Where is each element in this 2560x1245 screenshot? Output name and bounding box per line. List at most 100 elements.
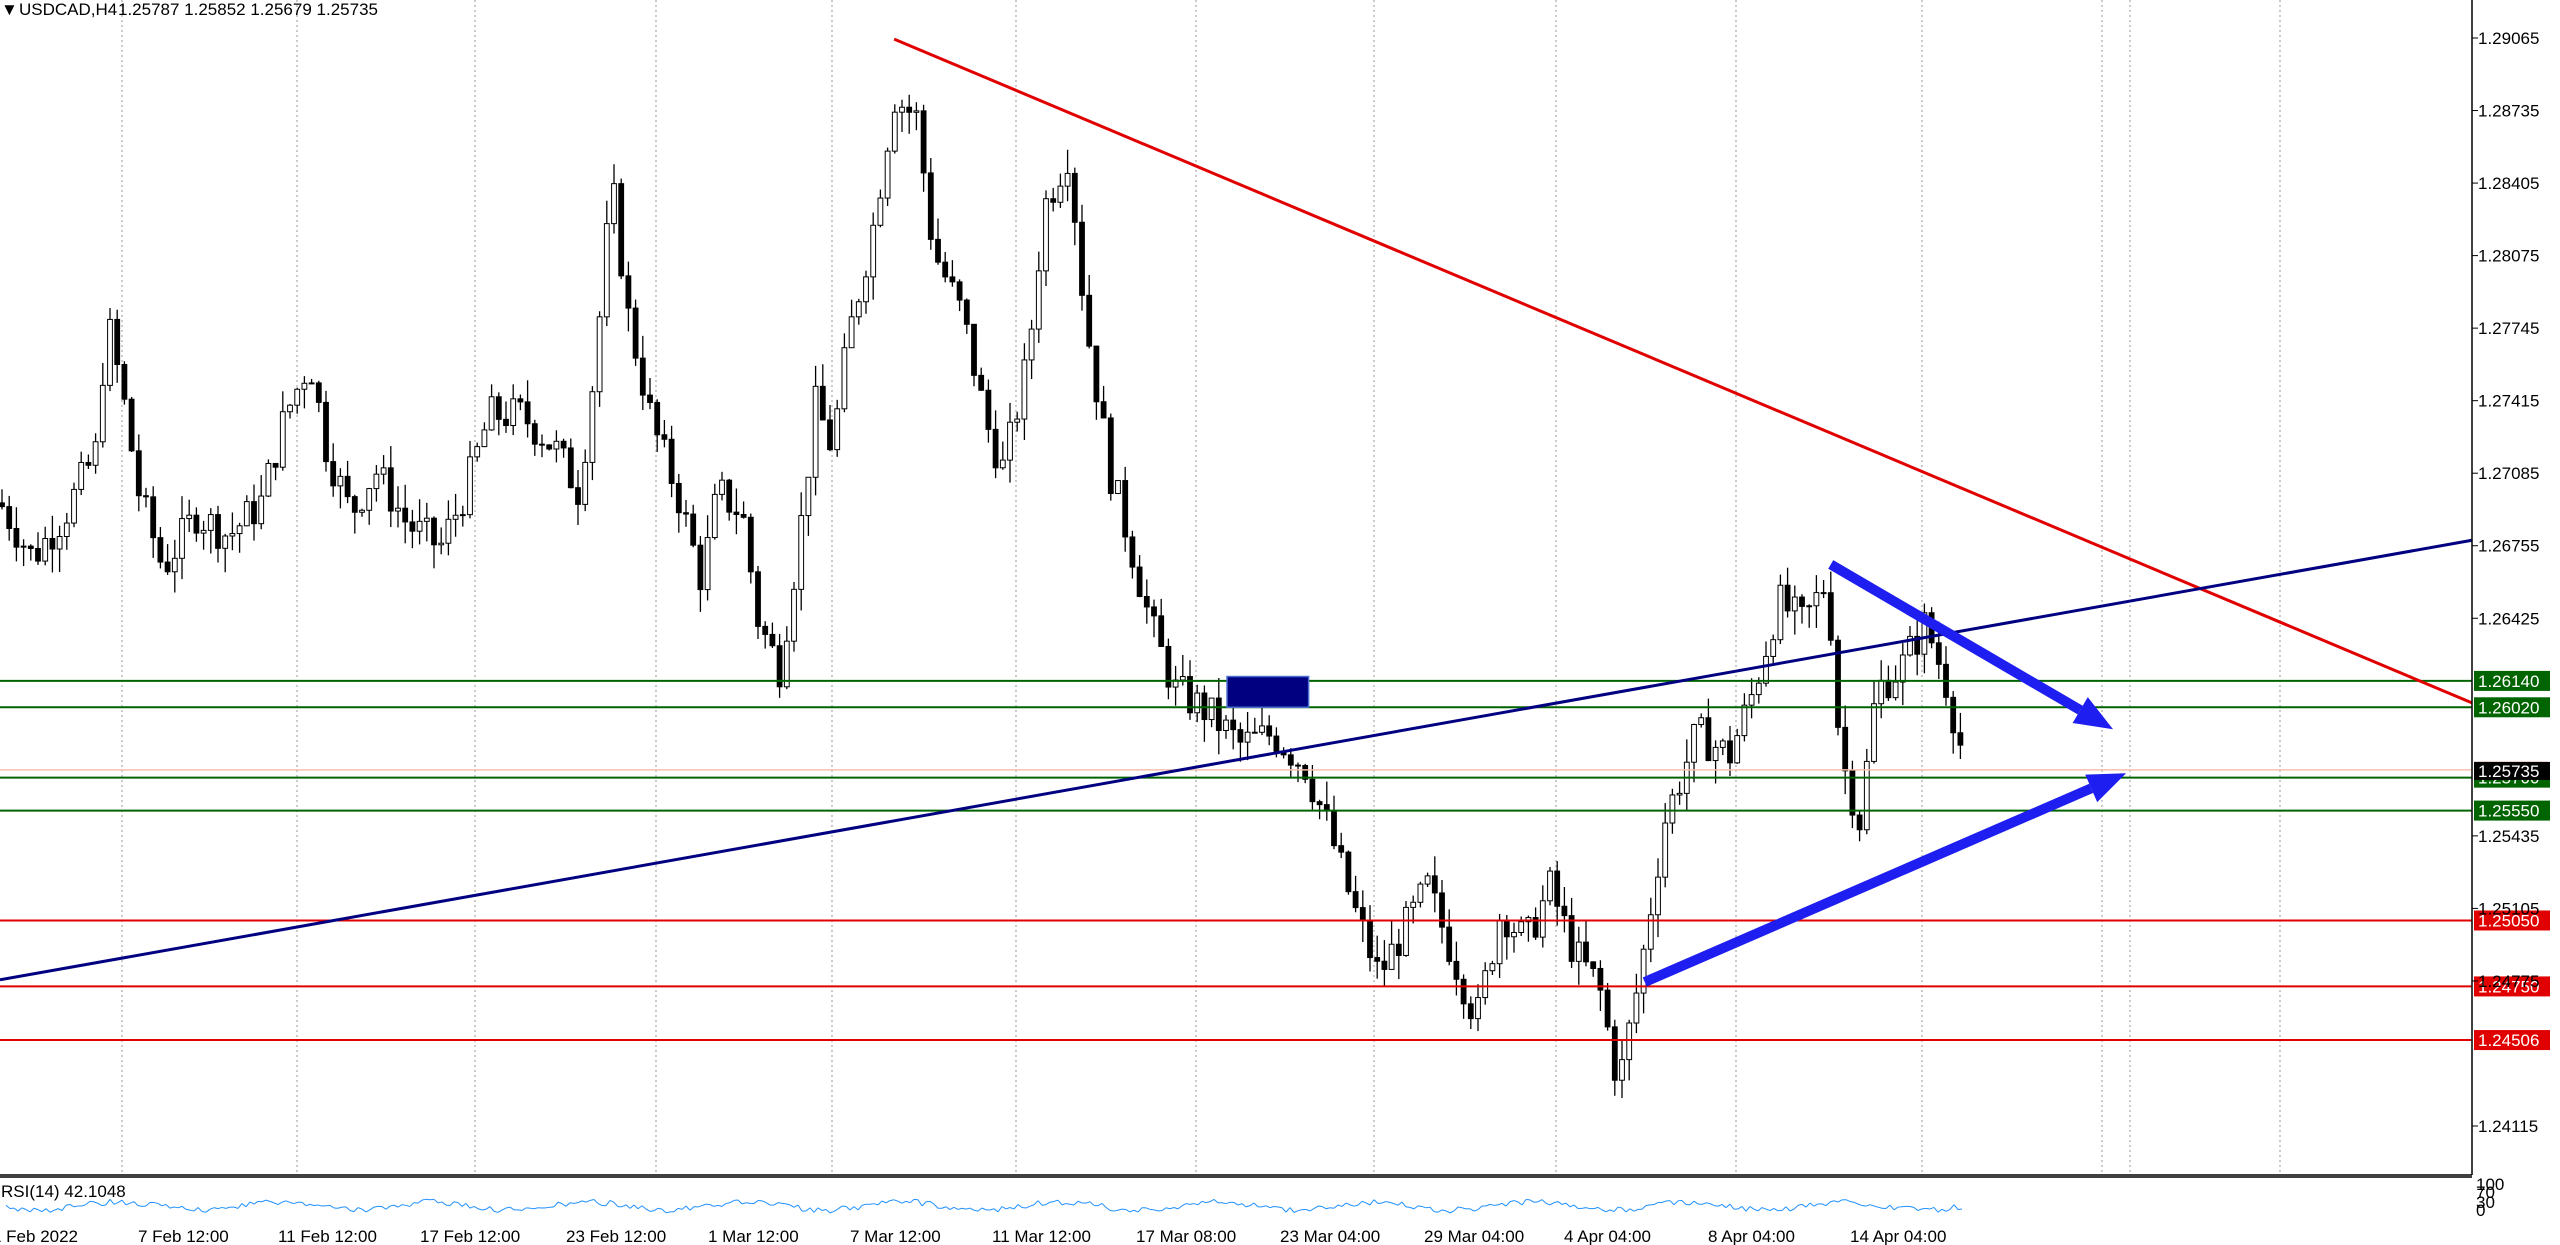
candle-body xyxy=(999,459,1006,469)
candle-body xyxy=(1035,270,1042,330)
rsi-line xyxy=(1729,1203,1735,1210)
rsi-line xyxy=(1321,1206,1327,1210)
candle-body xyxy=(272,462,279,468)
rsi-line xyxy=(1417,1205,1423,1207)
rsi-line xyxy=(285,1200,291,1203)
rsi-line xyxy=(1137,1207,1143,1213)
candle-body xyxy=(819,385,826,421)
candle-body xyxy=(294,388,301,406)
rsi-line xyxy=(249,1201,255,1205)
candle-body xyxy=(1467,1003,1474,1020)
candle-body xyxy=(755,571,761,627)
rsi-line xyxy=(161,1203,167,1207)
candle-body xyxy=(611,183,617,225)
rsi-line xyxy=(1409,1206,1415,1210)
rsi-line xyxy=(721,1203,727,1207)
rsi-line xyxy=(849,1206,855,1211)
rsi-line xyxy=(1205,1201,1211,1204)
rsi-line xyxy=(233,1206,239,1209)
candle-body xyxy=(215,514,221,549)
rsi-line xyxy=(1629,1208,1635,1212)
candle-body xyxy=(618,183,625,277)
rsi-line xyxy=(1869,1204,1875,1207)
candle-body xyxy=(1921,612,1928,655)
candle-body xyxy=(301,382,308,390)
rsi-line xyxy=(153,1202,159,1204)
candle-body xyxy=(150,496,157,539)
candle-body xyxy=(416,520,423,532)
rsi-line xyxy=(1865,1204,1871,1207)
candle-body xyxy=(1885,679,1892,699)
rsi-line xyxy=(889,1199,895,1202)
direction-arrow xyxy=(1642,783,2094,987)
rsi-line xyxy=(1441,1209,1447,1212)
rsi-line xyxy=(1333,1204,1339,1209)
candle-body xyxy=(243,501,250,527)
rsi-line xyxy=(1005,1207,1011,1210)
rsi-line xyxy=(717,1204,723,1207)
candle-body xyxy=(1935,642,1942,665)
rsi-line xyxy=(1501,1202,1507,1207)
rsi-line xyxy=(1369,1199,1375,1206)
rsi-line xyxy=(997,1206,1003,1213)
candle-body xyxy=(402,507,409,523)
rsi-line xyxy=(1337,1204,1343,1207)
rsi-line xyxy=(209,1207,215,1210)
candle-body xyxy=(1079,221,1085,296)
rsi-line xyxy=(857,1205,863,1211)
current-price-label: 1.25735 xyxy=(2478,762,2539,781)
rsi-line xyxy=(1573,1204,1579,1209)
candle-body xyxy=(1770,639,1777,657)
rsi-line xyxy=(929,1201,935,1205)
rsi-line xyxy=(977,1207,983,1212)
candle-body xyxy=(193,514,200,534)
rsi-line xyxy=(457,1202,463,1207)
candle-body xyxy=(13,527,20,548)
rsi-line xyxy=(1909,1206,1915,1209)
candle-body xyxy=(1568,915,1575,962)
rsi-line xyxy=(1597,1206,1603,1211)
rsi-line xyxy=(357,1207,363,1210)
rsi-line xyxy=(973,1209,979,1212)
rsi-line xyxy=(1249,1202,1255,1207)
rsi-line xyxy=(605,1200,611,1206)
menu-triangle-icon[interactable]: ▼ xyxy=(1,0,18,19)
rsi-line xyxy=(29,1207,35,1213)
rsi-line xyxy=(713,1204,719,1207)
candle-body xyxy=(1777,584,1784,641)
rsi-line xyxy=(993,1208,999,1213)
rsi-line xyxy=(425,1198,431,1201)
candle-body xyxy=(222,535,229,549)
rsi-line xyxy=(1937,1208,1943,1213)
price-tick-label: 1.28405 xyxy=(2478,174,2539,193)
rsi-line xyxy=(1725,1203,1731,1209)
support-price-tag xyxy=(2474,697,2550,718)
rsi-line xyxy=(1109,1210,1115,1212)
rsi-line xyxy=(93,1201,99,1204)
candle-body xyxy=(719,479,725,495)
rsi-line xyxy=(157,1203,163,1207)
rsi-line xyxy=(309,1203,315,1207)
candle-body xyxy=(1338,845,1345,853)
rsi-line xyxy=(1653,1202,1659,1206)
rsi-line xyxy=(1669,1200,1675,1206)
candle-body xyxy=(1086,294,1093,347)
rsi-line xyxy=(881,1200,887,1204)
rsi-line xyxy=(45,1208,51,1213)
rsi-line xyxy=(37,1209,43,1213)
rsi-line xyxy=(1261,1205,1267,1208)
rsi-line xyxy=(1469,1208,1475,1212)
candle-body xyxy=(1532,917,1539,938)
rsi-line xyxy=(517,1209,523,1211)
rsi-line xyxy=(177,1205,183,1209)
rsi-line xyxy=(877,1200,883,1206)
candle-body xyxy=(517,398,524,403)
rsi-line xyxy=(489,1206,495,1212)
rsi-line xyxy=(1941,1208,1947,1212)
candle-body xyxy=(798,515,805,590)
candle-body xyxy=(1611,1026,1618,1081)
rsi-line xyxy=(597,1203,603,1206)
rsi-line xyxy=(481,1208,487,1211)
rsi-line xyxy=(1021,1207,1027,1209)
